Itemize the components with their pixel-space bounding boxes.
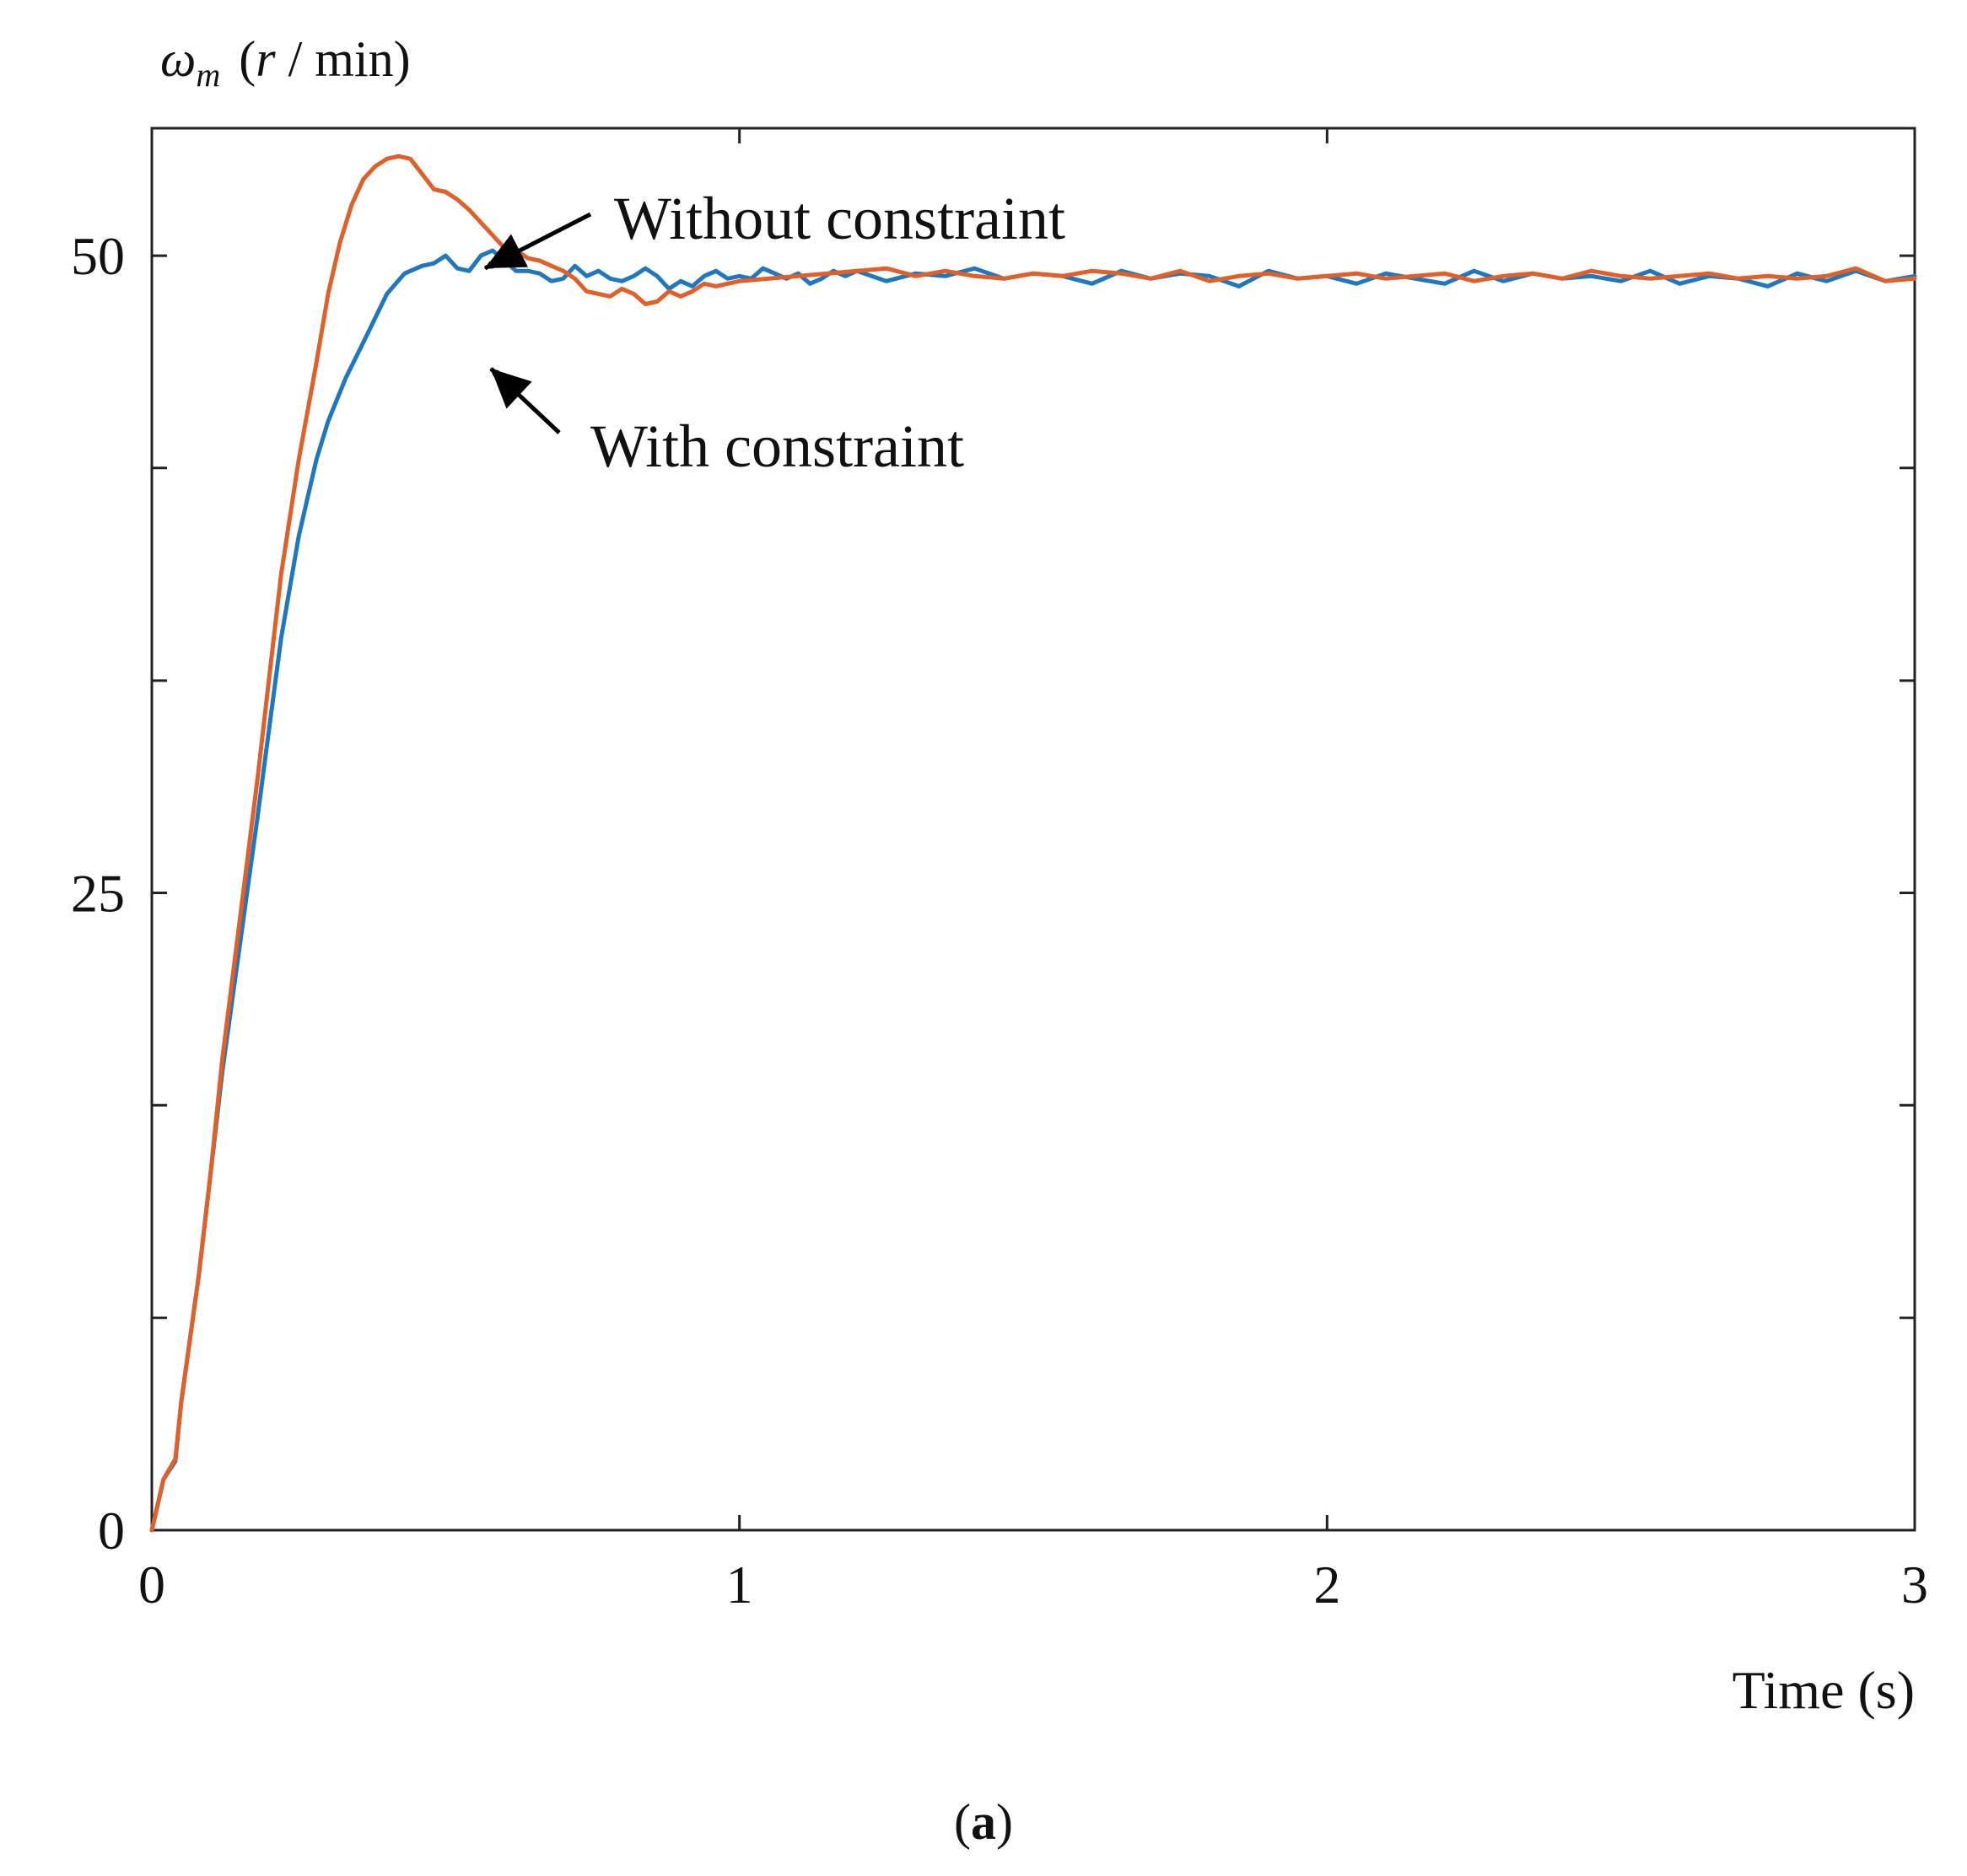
plot-area (150, 127, 1916, 1532)
series-line-without-constraint (149, 154, 1917, 1533)
axis-ticks: 0 1 2 3 0 25 50 (71, 128, 1928, 1615)
arrowhead-icon (485, 234, 528, 268)
x-axis-label: Time (s) (1733, 1660, 1915, 1720)
x-tick-label: 1 (726, 1555, 753, 1615)
y-tick-label: 50 (71, 226, 125, 286)
y-axis-label: ωm (r / min) (160, 31, 411, 94)
annotation-label: Without constraint (614, 185, 1065, 252)
arrowhead-icon (491, 369, 532, 409)
annotation-label: With constraint (590, 412, 964, 480)
annotations: Without constraint With constraint (483, 185, 1065, 480)
x-tick-label: 2 (1313, 1555, 1340, 1615)
series-lines (149, 154, 1917, 1533)
x-tick-label: 0 (138, 1555, 165, 1615)
figure-caption: (a) (954, 1794, 1013, 1850)
series-line-with-constraint (149, 248, 1917, 1533)
y-tick-label: 0 (98, 1501, 125, 1561)
x-tick-label: 3 (1901, 1555, 1928, 1615)
y-tick-label: 25 (71, 864, 125, 924)
